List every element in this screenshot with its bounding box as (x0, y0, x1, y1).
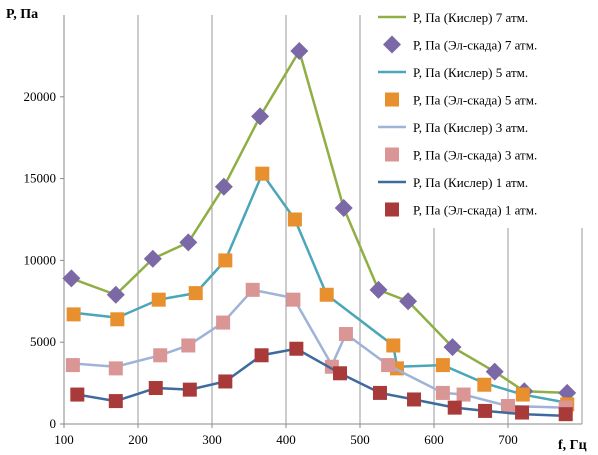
y-tick-labels: 0 5000 10000 15000 20000 (24, 89, 57, 431)
legend-label: P, Па (Кислер) 7 атм. (413, 10, 528, 25)
data-point (179, 233, 198, 252)
legend-marker-swatch (385, 92, 399, 107)
x-axis-title: f, Гц (558, 438, 587, 453)
data-point (70, 387, 85, 402)
legend-label: P, Па (Эл-скада) 5 атм. (413, 93, 537, 108)
data-point (443, 338, 462, 357)
data-point (515, 405, 530, 420)
x-tick-label: 500 (350, 432, 370, 447)
data-point (214, 177, 233, 196)
plot-area (62, 41, 577, 422)
data-point (485, 362, 504, 381)
data-point (255, 166, 270, 181)
data-point (188, 286, 203, 301)
data-point (151, 292, 166, 307)
data-point (216, 315, 231, 330)
data-point (62, 269, 81, 288)
x-tick-label: 600 (424, 432, 444, 447)
x-tick-label: 400 (276, 432, 296, 447)
x-tick-label: 300 (202, 432, 222, 447)
x-tick-label: 100 (54, 432, 74, 447)
y-tick-label: 15000 (24, 171, 57, 186)
data-point (372, 385, 387, 400)
data-point (153, 348, 168, 363)
series-5 (65, 282, 573, 415)
data-point (456, 387, 471, 402)
axes (63, 15, 582, 425)
data-point (65, 358, 80, 373)
data-point (108, 361, 123, 376)
data-point (251, 107, 270, 126)
data-point (287, 212, 302, 227)
y-tick-label: 10000 (24, 252, 57, 267)
data-point (289, 341, 304, 356)
x-tick-labels: 100 200 300 400 500 600 700 (54, 432, 518, 447)
legend-label: P, Па (Эл-скада) 3 атм. (413, 148, 537, 163)
data-point (381, 358, 396, 373)
y-tick-label: 0 (50, 416, 57, 431)
x-tick-label: 700 (498, 432, 518, 447)
data-point (218, 374, 233, 389)
data-point (369, 280, 388, 299)
data-point (515, 387, 530, 402)
data-point (254, 348, 269, 363)
data-point (143, 249, 162, 268)
data-point (110, 312, 125, 327)
data-point (478, 403, 493, 418)
data-point (477, 377, 492, 392)
data-point (290, 41, 309, 60)
legend-label: P, Па (Эл-скада) 1 атм. (413, 203, 537, 218)
data-point (181, 338, 196, 353)
data-point (106, 285, 125, 304)
data-point (245, 282, 260, 297)
data-point (148, 381, 163, 396)
data-point (447, 400, 462, 415)
data-point (399, 292, 418, 311)
legend: P, Па (Кислер) 7 атм. P, Па (Эл-скада) 7 … (365, 0, 598, 228)
data-point (435, 385, 450, 400)
y-axis-title: P, Па (6, 7, 38, 22)
legend-label: P, Па (Кислер) 3 атм. (413, 120, 528, 135)
data-point (218, 253, 233, 268)
legend-label: P, Па (Кислер) 1 атм. (413, 175, 528, 190)
data-point (108, 394, 123, 409)
data-point (338, 327, 353, 342)
legend-background (365, 0, 598, 228)
data-point (319, 287, 334, 302)
series-7 (70, 341, 573, 422)
data-point (435, 358, 450, 373)
data-point (334, 199, 353, 218)
y-tick-label: 20000 (24, 89, 57, 104)
data-point (182, 382, 197, 397)
x-tick-label: 200 (128, 432, 148, 447)
legend-marker-swatch (383, 35, 401, 54)
y-tick-label: 5000 (30, 334, 56, 349)
data-point (333, 366, 348, 381)
data-point (286, 292, 301, 307)
data-point (501, 399, 515, 414)
legend-marker-swatch (385, 147, 399, 162)
data-point (386, 338, 401, 353)
data-point (407, 392, 422, 407)
legend-marker-swatch (385, 202, 399, 217)
data-point (558, 407, 573, 422)
legend-label: P, Па (Кислер) 5 атм. (413, 65, 528, 80)
data-point (66, 307, 81, 322)
legend-label: P, Па (Эл-скада) 7 атм. (413, 38, 537, 53)
